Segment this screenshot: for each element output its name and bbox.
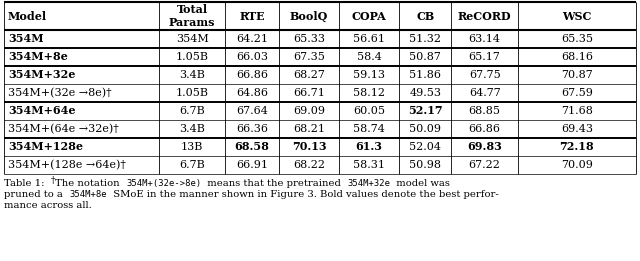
Text: 69.09: 69.09 (293, 106, 325, 116)
Text: 1.05B: 1.05B (175, 88, 209, 98)
Text: 68.21: 68.21 (293, 124, 325, 134)
Text: Total
Params: Total Params (169, 4, 215, 28)
Text: 66.86: 66.86 (468, 124, 500, 134)
Text: 66.86: 66.86 (236, 70, 268, 80)
Text: 61.3: 61.3 (355, 141, 383, 152)
Text: 354M+(32e->8e): 354M+(32e->8e) (126, 179, 201, 188)
Text: 67.59: 67.59 (561, 88, 593, 98)
Text: 66.36: 66.36 (236, 124, 268, 134)
Text: 50.98: 50.98 (409, 160, 441, 170)
Text: 13B: 13B (181, 142, 204, 152)
Text: 58.12: 58.12 (353, 88, 385, 98)
Text: 68.22: 68.22 (293, 160, 325, 170)
Text: COPA: COPA (351, 10, 387, 21)
Text: 3.4B: 3.4B (179, 124, 205, 134)
Text: mance across all.: mance across all. (4, 201, 92, 210)
Text: 6.7B: 6.7B (179, 160, 205, 170)
Text: 64.86: 64.86 (236, 88, 268, 98)
Text: 354M+32e: 354M+32e (8, 69, 76, 80)
Text: 354M: 354M (8, 33, 44, 44)
Text: 69.83: 69.83 (467, 141, 502, 152)
Text: WSC: WSC (562, 10, 591, 21)
Text: 64.77: 64.77 (468, 88, 500, 98)
Text: 67.35: 67.35 (293, 52, 325, 62)
Text: 67.64: 67.64 (236, 106, 268, 116)
Text: 354M+32e: 354M+32e (348, 179, 390, 188)
Text: 71.68: 71.68 (561, 106, 593, 116)
Text: 70.09: 70.09 (561, 160, 593, 170)
Text: Table 1:: Table 1: (4, 179, 51, 188)
Text: RTE: RTE (239, 10, 265, 21)
Text: 51.86: 51.86 (409, 70, 441, 80)
Text: 63.14: 63.14 (468, 34, 500, 44)
Text: 66.71: 66.71 (293, 88, 325, 98)
Text: 354M+64e: 354M+64e (8, 105, 76, 116)
Text: 56.61: 56.61 (353, 34, 385, 44)
Text: SMoE in the manner shown in Figure 3. Bold values denote the best perfor-: SMoE in the manner shown in Figure 3. Bo… (107, 190, 499, 199)
Text: ReCORD: ReCORD (458, 10, 511, 21)
Text: 58.31: 58.31 (353, 160, 385, 170)
Text: 72.18: 72.18 (559, 141, 594, 152)
Text: 69.43: 69.43 (561, 124, 593, 134)
Text: model was: model was (390, 179, 451, 188)
Text: 49.53: 49.53 (409, 88, 441, 98)
Text: 68.58: 68.58 (235, 141, 269, 152)
Text: 3.4B: 3.4B (179, 70, 205, 80)
Text: 52.04: 52.04 (409, 142, 441, 152)
Text: CB: CB (416, 10, 435, 21)
Text: means that the pretrained: means that the pretrained (201, 179, 348, 188)
Text: 66.03: 66.03 (236, 52, 268, 62)
Text: 354M+8e: 354M+8e (8, 51, 68, 62)
Text: 65.17: 65.17 (468, 52, 500, 62)
Text: 354M+128e: 354M+128e (8, 141, 83, 152)
Text: 68.16: 68.16 (561, 52, 593, 62)
Text: 58.4: 58.4 (356, 52, 381, 62)
Text: 50.09: 50.09 (409, 124, 441, 134)
Text: 354M+(128e →64e)†: 354M+(128e →64e)† (8, 160, 126, 170)
Text: 70.13: 70.13 (292, 141, 326, 152)
Text: 354M+(32e →8e)†: 354M+(32e →8e)† (8, 88, 111, 98)
Text: 70.87: 70.87 (561, 70, 593, 80)
Text: 1.05B: 1.05B (175, 52, 209, 62)
Text: 354M+(64e →32e)†: 354M+(64e →32e)† (8, 124, 119, 134)
Text: 50.87: 50.87 (410, 52, 441, 62)
Text: 52.17: 52.17 (408, 105, 442, 116)
Text: 67.75: 67.75 (468, 70, 500, 80)
Text: 59.13: 59.13 (353, 70, 385, 80)
Text: 58.74: 58.74 (353, 124, 385, 134)
Text: 354M: 354M (175, 34, 209, 44)
Text: †: † (51, 176, 55, 185)
Text: 68.27: 68.27 (293, 70, 325, 80)
Text: BoolQ: BoolQ (290, 10, 328, 22)
Text: 65.35: 65.35 (561, 34, 593, 44)
Text: 66.91: 66.91 (236, 160, 268, 170)
Text: 64.21: 64.21 (236, 34, 268, 44)
Text: 6.7B: 6.7B (179, 106, 205, 116)
Text: 60.05: 60.05 (353, 106, 385, 116)
Text: 354M+8e: 354M+8e (69, 190, 107, 199)
Text: Model: Model (8, 10, 47, 21)
Text: pruned to a: pruned to a (4, 190, 69, 199)
Text: 51.32: 51.32 (409, 34, 441, 44)
Text: 67.22: 67.22 (468, 160, 500, 170)
Text: 68.85: 68.85 (468, 106, 500, 116)
Text: 65.33: 65.33 (293, 34, 325, 44)
Text: The notation: The notation (55, 179, 126, 188)
